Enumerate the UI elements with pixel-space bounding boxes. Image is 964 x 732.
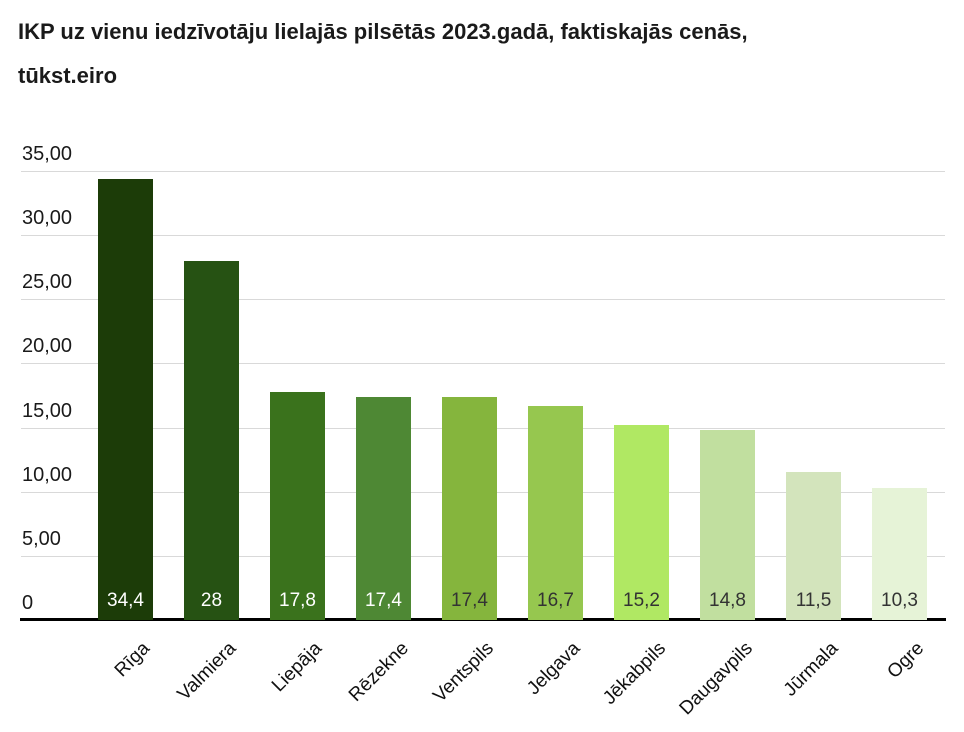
- bar-valmiera[interactable]: [184, 261, 239, 620]
- bar-value-label-daugavpils: 14,8: [709, 590, 746, 611]
- chart-title-line1: IKP uz vienu iedzīvotāju lielajās pilsēt…: [18, 19, 748, 44]
- y-tick-label-15: 15,00: [22, 400, 73, 422]
- x-axis-label-ventspils: Ventspils: [429, 638, 499, 707]
- x-axis-label-rezekne: Rēzekne: [344, 638, 413, 706]
- chart-title: IKP uz vienu iedzīvotāju lielajās pilsēt…: [18, 10, 748, 98]
- gridline-30: [21, 235, 945, 236]
- bar-value-label-jurmala: 11,5: [795, 590, 832, 611]
- bar-value-label-ventspils: 17,4: [451, 590, 488, 611]
- bar-rezekne[interactable]: [356, 397, 411, 620]
- x-axis-label-valmiera: Valmiera: [173, 638, 241, 705]
- bar-jelgava[interactable]: [528, 406, 583, 620]
- bar-value-label-jelgava: 16,7: [537, 590, 574, 611]
- chart-title-line2: tūkst.eiro: [18, 63, 118, 88]
- bar-ogre[interactable]: [872, 488, 927, 620]
- y-tick-label-35: 35,00: [22, 143, 73, 165]
- bar-value-label-ogre: 10,3: [881, 590, 918, 611]
- x-axis-label-daugavpils: Daugavpils: [675, 638, 757, 720]
- bar-value-label-riga: 34,4: [107, 590, 144, 611]
- bar-value-label-liepaja: 17,8: [279, 590, 316, 611]
- bar-value-label-jekabpils: 15,2: [623, 590, 660, 611]
- gridline-35: [21, 171, 945, 172]
- bar-liepaja[interactable]: [270, 392, 325, 620]
- bar-value-label-valmiera: 28: [200, 590, 223, 611]
- bar-riga[interactable]: [98, 179, 153, 620]
- x-axis-label-jurmala: Jūrmala: [779, 638, 843, 701]
- gridline-25: [21, 299, 945, 300]
- y-tick-label-30: 30,00: [22, 207, 73, 229]
- bar-jurmala[interactable]: [786, 472, 841, 620]
- bar-ventspils[interactable]: [442, 397, 497, 620]
- bar-value-label-rezekne: 17,4: [365, 590, 402, 611]
- x-axis-label-liepaja: Liepāja: [268, 638, 327, 697]
- bar-jekabpils[interactable]: [614, 425, 669, 620]
- y-tick-label-20: 20,00: [22, 335, 73, 357]
- x-axis-label-jelgava: Jelgava: [523, 638, 585, 700]
- y-tick-label-25: 25,00: [22, 271, 73, 293]
- x-axis-label-ogre: Ogre: [883, 638, 929, 683]
- x-axis-label-jekabpils: Jēkabpils: [599, 638, 671, 709]
- gridline-20: [21, 363, 945, 364]
- y-tick-label-0: 0: [22, 592, 34, 614]
- x-axis-label-riga: Rīga: [111, 638, 155, 682]
- y-tick-label-10: 10,00: [22, 464, 73, 486]
- bar-daugavpils[interactable]: [700, 430, 755, 620]
- y-tick-label-5: 5,00: [22, 528, 61, 550]
